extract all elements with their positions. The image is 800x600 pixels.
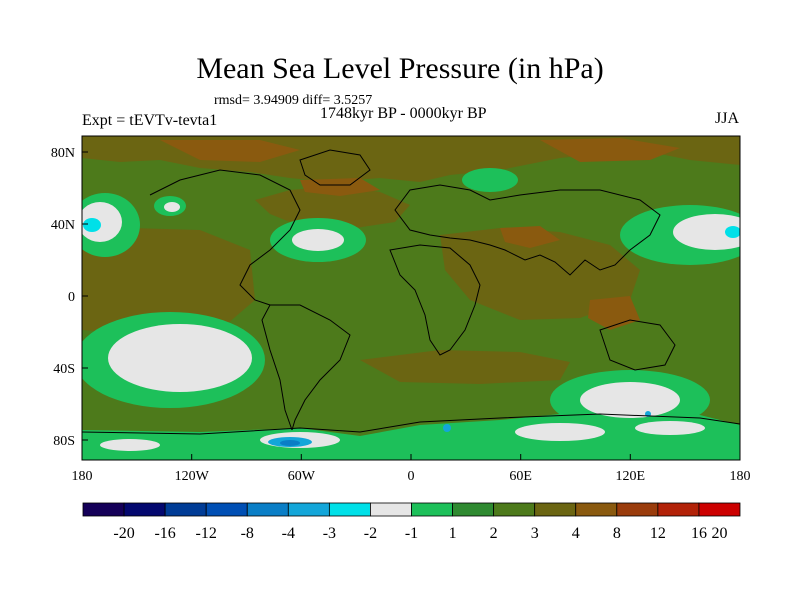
y-tick-marks (82, 151, 88, 441)
colorbar-label: -3 (323, 525, 336, 542)
colorbar-box (123, 502, 166, 517)
y-tick-labels: 80N 40N 0 40S 80S (51, 146, 75, 449)
field-antarctic-blue-spot (443, 424, 451, 432)
colorbar-label: 3 (531, 525, 539, 542)
colorbar-label: 4 (572, 525, 580, 542)
y-tick-40s: 40S (53, 362, 75, 377)
colorbar-label: -16 (154, 525, 175, 542)
time-period-label: 1748kyr BP - 0000kyr BP (320, 105, 487, 122)
coastlines (82, 149, 740, 435)
colorbar-box (452, 502, 495, 517)
field-antarctic-grey-east (635, 421, 705, 435)
x-tick-180w: 180 (72, 469, 93, 484)
y-tick-80n: 80N (51, 146, 75, 161)
colorbar-label: -20 (113, 525, 134, 542)
colorbar-labels: -20 -16 -12 -8 -4 -3 -2 -1 1 2 3 4 8 12 16 20 (113, 525, 727, 542)
field-siberia-8 (540, 138, 680, 162)
x-tick-labels: 180 120W 60W 0 60E 120E 180 (72, 469, 751, 484)
rmsd-diff-stats: rmsd= 3.94909 diff= 3.5257 (214, 93, 373, 108)
field-arctic-8 (160, 140, 300, 162)
coastline-australia (599, 319, 676, 371)
y-tick-0: 0 (68, 290, 75, 305)
field-antarctic-low (82, 410, 740, 460)
colorbar-box (616, 502, 659, 517)
x-tick-180e: 180 (730, 469, 751, 484)
field-ross-grey (100, 439, 160, 451)
colorbar-label: 16 (691, 525, 707, 542)
field-aleutian-grey (164, 202, 180, 212)
field-eantarctic-grey (515, 423, 605, 441)
x-tick-marks (81, 454, 741, 460)
x-tick-60e: 60E (509, 469, 532, 484)
colorbar-label: 20 (711, 525, 727, 542)
colorbar-box (205, 502, 248, 517)
coastline-south-america-west (261, 304, 293, 431)
colorbar-box (287, 502, 330, 517)
field-spac-grey (108, 324, 252, 392)
coastline-eurasia (394, 184, 661, 276)
x-tick-0: 0 (408, 469, 415, 484)
colorbar-box (411, 502, 453, 517)
coastline-north-america (149, 169, 301, 306)
y-tick-80s: 80S (53, 434, 75, 449)
field-npac-grey-east (673, 214, 740, 250)
coastline-africa (389, 244, 481, 356)
field-indian-grey (580, 382, 680, 418)
x-tick-60w: 60W (288, 469, 316, 484)
colorbar-box (698, 502, 741, 517)
colorbar-box (328, 502, 371, 517)
coastline-antarctica (82, 413, 740, 435)
field-npac-cyan (83, 218, 101, 232)
coastline-greenland (299, 149, 371, 186)
coastline-south-america (270, 304, 351, 431)
pressure-field (82, 136, 740, 460)
colorbar-box (493, 502, 536, 517)
colorbar-box (246, 502, 289, 517)
plot-title: Mean Sea Level Pressure (in hPa) (196, 52, 604, 85)
colorbar (82, 502, 741, 517)
field-africa-asia (440, 228, 640, 320)
y-tick-40n: 40N (51, 218, 75, 233)
colorbar-label: 2 (490, 525, 498, 542)
colorbar-label: -8 (241, 525, 254, 542)
x-tick-120e: 120E (616, 469, 646, 484)
field-natl-grey (292, 229, 344, 251)
field-npac-east-cyan (725, 226, 740, 238)
colorbar-label: 1 (449, 525, 457, 542)
colorbar-box (370, 502, 412, 517)
colorbar-box (164, 502, 207, 517)
colorbar-box (82, 502, 125, 517)
field-greenland-8 (300, 178, 380, 196)
experiment-label: Expt = tEVTv-tevta1 (82, 112, 218, 129)
colorbar-label: -12 (196, 525, 217, 542)
colorbar-box (575, 502, 618, 517)
field-south-atlantic (360, 350, 570, 384)
colorbar-label: -4 (282, 525, 295, 542)
field-pacific-band (82, 228, 255, 335)
colorbar-label: -2 (364, 525, 377, 542)
colorbar-label: -1 (405, 525, 418, 542)
field-asia-8 (500, 226, 560, 248)
season-label: JJA (715, 110, 740, 127)
colorbar-label: 8 (613, 525, 621, 542)
field-weddell-blue-core (280, 440, 300, 446)
colorbar-label: 12 (650, 525, 666, 542)
colorbar-box (534, 502, 577, 517)
field-barents-low (462, 168, 518, 192)
colorbar-box (657, 502, 700, 517)
x-tick-120w: 120W (175, 469, 210, 484)
